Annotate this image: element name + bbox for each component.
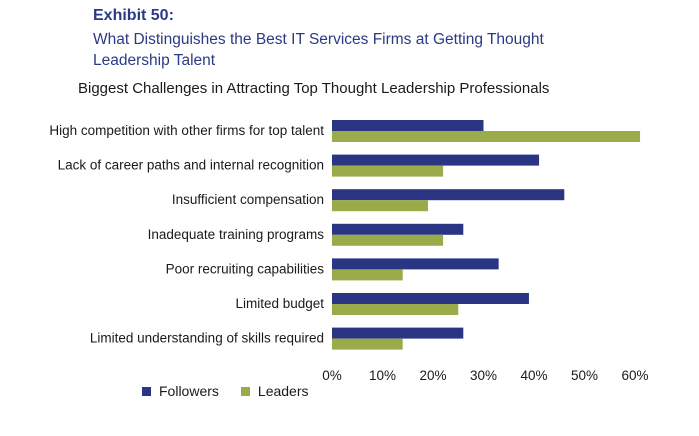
category-label: Limited understanding of skills required: [90, 331, 324, 346]
legend-label-leaders: Leaders: [257, 383, 309, 399]
x-tick-label: 60%: [621, 368, 648, 383]
legend-item-followers: Followers: [142, 383, 219, 399]
bar-leaders: [332, 269, 403, 281]
category-label: High competition with other firms for to…: [49, 123, 324, 138]
bar-leaders: [332, 200, 428, 212]
exhibit-subtitle: What Distinguishes the Best IT Services …: [93, 31, 544, 69]
chart-legend: Followers Leaders: [142, 383, 331, 399]
bar-leaders: [332, 165, 444, 177]
bar-leaders: [332, 234, 444, 246]
bar-followers: [332, 327, 464, 339]
bar-followers: [332, 189, 565, 201]
bar-followers: [332, 154, 540, 166]
legend-swatch-followers: [142, 386, 151, 396]
category-label: Insufficient compensation: [172, 192, 324, 207]
bar-followers: [332, 293, 529, 304]
bar-leaders: [332, 304, 459, 315]
legend-swatch-leaders: [240, 386, 250, 396]
category-label: Limited budget: [235, 296, 324, 311]
chart-title: Biggest Challenges in Attracting Top Tho…: [78, 80, 550, 97]
x-tick-label: 50%: [571, 368, 598, 383]
bar-leaders: [332, 131, 641, 142]
category-label: Lack of career paths and internal recogn…: [58, 158, 324, 173]
legend-item-leaders: Leaders: [240, 383, 309, 399]
bar-followers: [332, 120, 484, 131]
legend-label-followers: Followers: [159, 383, 219, 399]
x-tick-label: 30%: [470, 368, 497, 383]
x-tick-label: 10%: [369, 368, 396, 383]
x-tick-label: 0%: [322, 368, 342, 383]
x-tick-label: 40%: [520, 368, 547, 383]
category-label: Poor recruiting capabilities: [166, 261, 325, 276]
bar-followers: [332, 223, 464, 235]
bar-leaders: [332, 338, 403, 350]
exhibit-label: Exhibit 50:: [93, 7, 174, 24]
bar-followers: [332, 258, 499, 270]
x-tick-label: 20%: [419, 368, 446, 383]
category-label: Inadequate training programs: [148, 227, 325, 242]
